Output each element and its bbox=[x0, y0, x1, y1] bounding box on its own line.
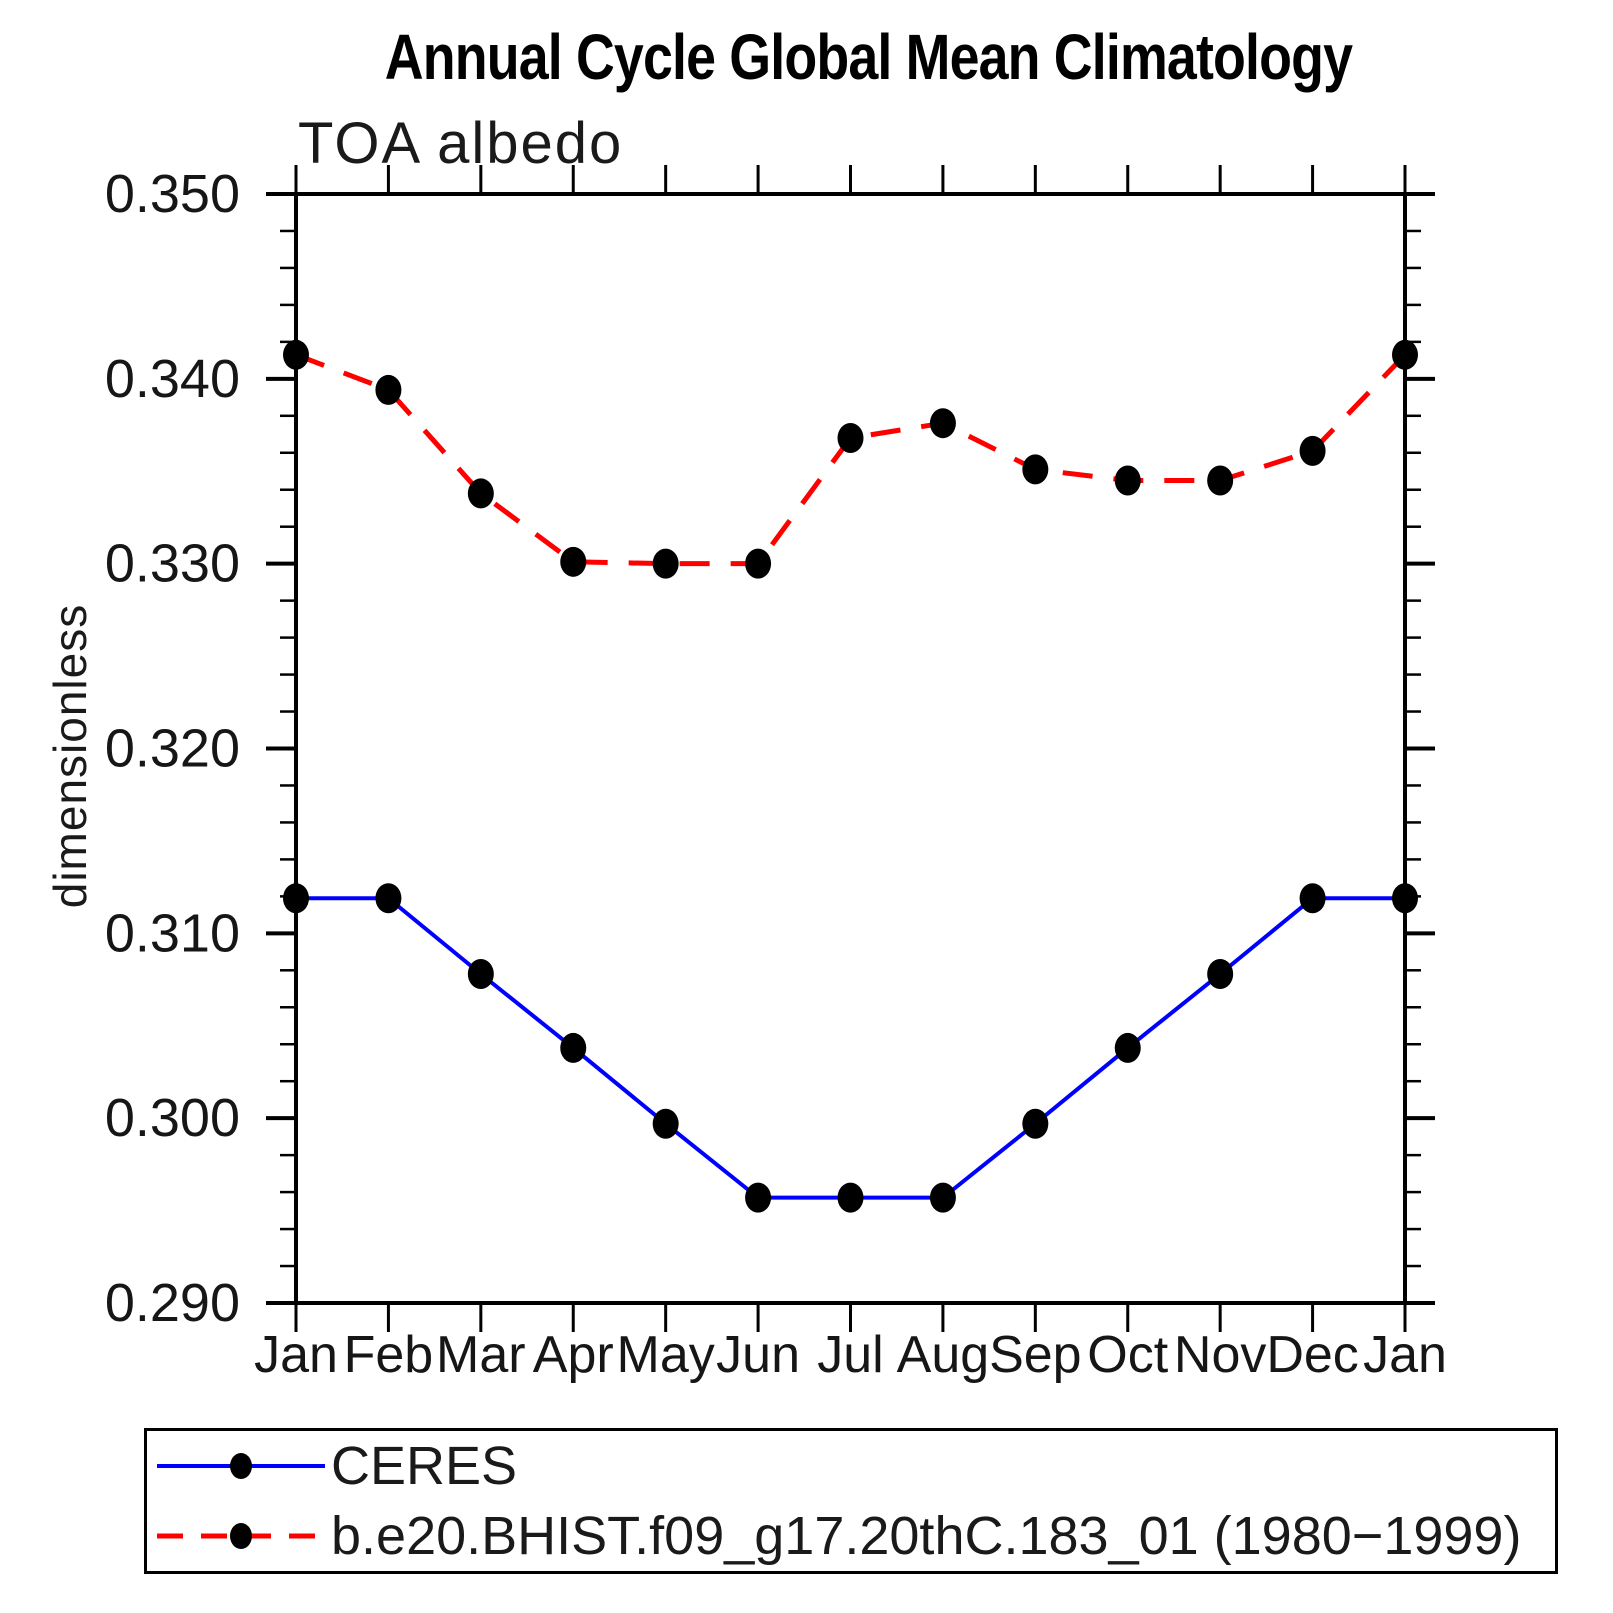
legend-line-sample bbox=[157, 1523, 325, 1549]
data-point-marker bbox=[560, 1032, 587, 1063]
data-point-marker bbox=[1114, 1032, 1141, 1063]
y-axis-tick-label: 0.320 bbox=[105, 719, 240, 779]
model-line bbox=[295, 352, 1407, 567]
data-point-marker bbox=[283, 883, 309, 914]
x-axis-tick-label: Jun bbox=[716, 1326, 800, 1384]
y-axis-tick-label: 0.330 bbox=[105, 534, 240, 594]
x-axis-tick-label: Jan bbox=[254, 1326, 338, 1384]
y-axis-tick-label: 0.300 bbox=[105, 1088, 240, 1148]
x-axis-tick-label: Nov bbox=[1174, 1326, 1266, 1384]
data-point-marker bbox=[745, 548, 772, 579]
x-axis-tick-label: Aug bbox=[897, 1326, 990, 1384]
x-axis-tick-label: Dec bbox=[1266, 1326, 1358, 1384]
ceres-line bbox=[296, 896, 1405, 1200]
data-point-marker bbox=[1207, 465, 1234, 496]
data-point-marker bbox=[467, 958, 494, 989]
data-point-marker bbox=[837, 1182, 864, 1213]
data-point-marker bbox=[929, 1182, 956, 1213]
data-point-marker bbox=[652, 548, 679, 579]
plot-frame bbox=[294, 192, 1407, 1305]
legend-marker bbox=[230, 1523, 252, 1549]
x-axis-tick-label: Mar bbox=[436, 1326, 526, 1384]
x-axis-tick-label: Feb bbox=[344, 1326, 434, 1384]
legend-label: b.e20.BHIST.f09_g17.20thC.183_01 (1980−1… bbox=[331, 1506, 1522, 1566]
data-point-marker bbox=[1299, 435, 1326, 466]
data-point-marker bbox=[1299, 883, 1326, 914]
data-point-marker bbox=[1207, 958, 1234, 989]
y-axis-tick-label: 0.310 bbox=[105, 903, 240, 963]
x-axis-tick-label: Apr bbox=[533, 1326, 614, 1384]
data-point-marker bbox=[283, 339, 309, 370]
y-axis-title: dimensionless bbox=[44, 603, 96, 909]
data-point-marker bbox=[375, 883, 402, 914]
data-point-marker bbox=[1392, 883, 1418, 914]
data-point-marker bbox=[837, 422, 864, 453]
data-point-marker bbox=[1114, 465, 1141, 496]
legend-box: CERES b.e20.BHIST.f09_g17.20thC.183_01 (1… bbox=[144, 1428, 1558, 1574]
x-axis-tick-label: Jul bbox=[817, 1326, 883, 1384]
data-point-marker bbox=[467, 478, 494, 509]
legend-item-ceres: CERES bbox=[155, 1435, 1555, 1497]
legend-line-sample bbox=[157, 1453, 325, 1479]
y-axis-tick-label: 0.350 bbox=[105, 164, 240, 224]
data-point-marker bbox=[1022, 454, 1049, 485]
data-point-marker bbox=[560, 546, 587, 577]
data-point-marker bbox=[1392, 339, 1418, 370]
x-axis-tick-label: Jan bbox=[1363, 1326, 1447, 1384]
data-point-marker bbox=[1022, 1108, 1049, 1139]
chart-subtitle: TOA albedo bbox=[298, 111, 624, 176]
x-axis-tick-label: May bbox=[617, 1326, 715, 1384]
y-axis-tick-label: 0.290 bbox=[105, 1273, 240, 1333]
data-point-marker bbox=[745, 1182, 772, 1213]
chart-title: Annual Cycle Global Mean Climatology bbox=[384, 21, 1353, 93]
x-axis-tick-label: Sep bbox=[989, 1326, 1082, 1384]
y-axis-tick-label: 0.340 bbox=[105, 349, 240, 409]
x-axis-tick-label: Oct bbox=[1087, 1326, 1168, 1384]
legend-marker bbox=[230, 1453, 252, 1479]
data-point-marker bbox=[375, 374, 402, 405]
data-point-marker bbox=[929, 408, 956, 439]
data-point-marker bbox=[652, 1108, 679, 1139]
legend-label: CERES bbox=[331, 1436, 518, 1496]
legend-item-model: b.e20.BHIST.f09_g17.20thC.183_01 (1980−1… bbox=[155, 1505, 1555, 1567]
